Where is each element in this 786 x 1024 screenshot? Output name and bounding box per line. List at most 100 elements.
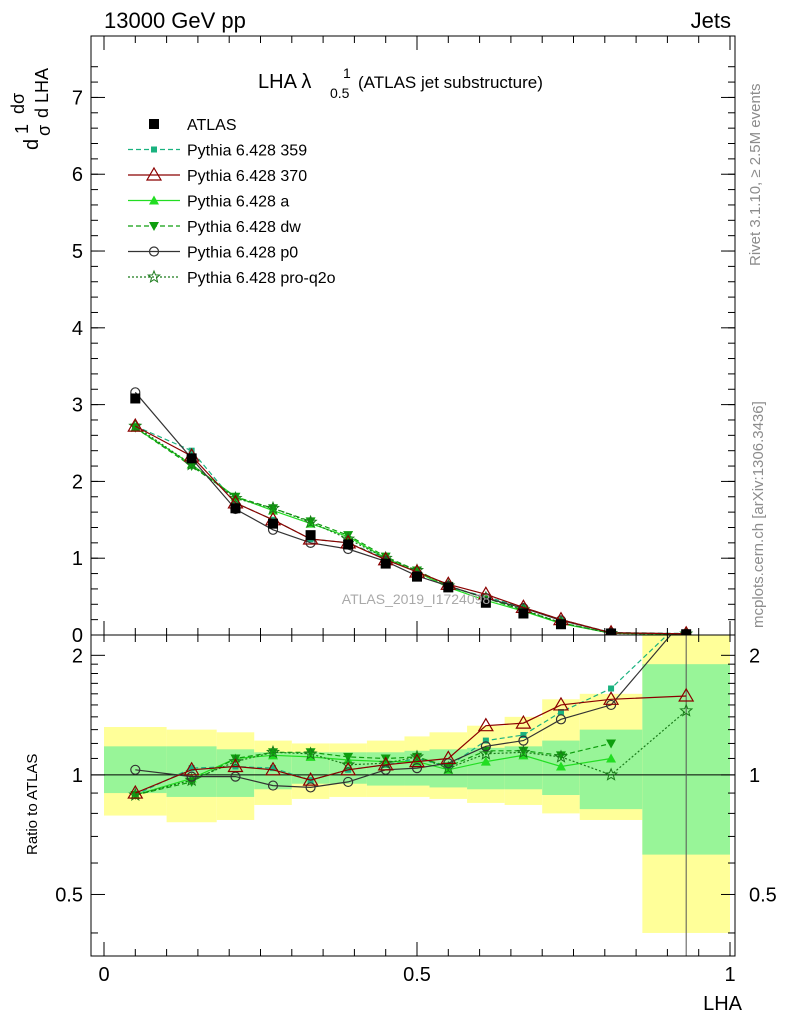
- ytick-label: 1: [72, 548, 83, 570]
- x-axis-label: LHA: [703, 993, 743, 1015]
- ratio-ytick-label-right: 2: [749, 645, 760, 667]
- ratio-point-p370: [227, 758, 244, 773]
- ratio-point-p359: [520, 732, 527, 739]
- ratio-point-pdw: [555, 751, 566, 761]
- ratio-point-pp0: [682, 612, 691, 621]
- legend-marker-p359: [151, 146, 157, 153]
- point-atlas: [380, 558, 391, 569]
- legend-marker-pp0: [148, 246, 160, 257]
- legend-label-atlas: ATLAS: [187, 117, 237, 134]
- ytick-label: 2: [72, 471, 83, 493]
- ratio-curves: [127, 612, 695, 802]
- point-atlas: [268, 518, 279, 529]
- ratio-point-pp0: [230, 771, 241, 782]
- point-p370: [127, 417, 144, 432]
- ratio-point-pdw: [606, 739, 617, 749]
- ratio-point-pa: [480, 756, 491, 766]
- point-atlas: [480, 597, 491, 608]
- legend-label-p370: Pythia 6.428 370: [187, 168, 307, 185]
- point-pq2o: [128, 418, 143, 433]
- main-panel: 0 1 2 3 4 5 6 7: [72, 35, 736, 647]
- ratio-point-p370: [515, 714, 532, 729]
- mcplots-label: mcplots.cern.ch [arXiv:1306.3436]: [750, 401, 767, 628]
- ratio-panel: 0.5 0.51 12 20 0.5 1: [55, 612, 777, 986]
- ratio-point-pq2o: [441, 760, 456, 775]
- ratio-point-p359: [683, 614, 689, 620]
- ratio-point-pp0: [518, 735, 529, 746]
- ratio-point-pq2o: [303, 746, 318, 760]
- ratio-point-pp0: [480, 741, 491, 752]
- ratio-point-pq2o: [679, 703, 694, 717]
- ratio-point-pq2o: [341, 757, 356, 771]
- legend: ATLAS Pythia 6.428 359 Pythia 6.428 370 Pyt…: [128, 117, 336, 287]
- ratio-point-pq2o: [554, 749, 568, 763]
- ratio-ytick-label: 0.5: [55, 884, 83, 906]
- ratio-point-pp0: [305, 782, 316, 793]
- ratio-point-pq2o: [604, 767, 619, 781]
- main-title: LHA λ: [258, 71, 311, 93]
- ratio-point-pp0: [130, 764, 141, 775]
- ratio-ylabel: Ratio to ATLAS: [24, 754, 41, 855]
- main-ylabel: d 1 σ dσ d LHA: [8, 68, 54, 150]
- ratio-point-p370: [302, 771, 319, 786]
- ratio-point-p370: [408, 753, 426, 768]
- ratio-point-pp0: [186, 771, 197, 782]
- title-rest: (ATLAS jet substructure): [358, 73, 543, 92]
- ratio-point-p359: [557, 708, 564, 715]
- title-subscript: 0.5: [330, 85, 350, 101]
- ytick-label: 6: [72, 164, 83, 186]
- legend-marker-p370: [145, 166, 163, 181]
- ratio-point-pq2o: [516, 744, 531, 759]
- legend-marker-pa: [149, 195, 159, 205]
- ratio-point-p359: [608, 685, 615, 692]
- ratio-frame: [90, 634, 736, 957]
- point-atlas: [606, 628, 617, 635]
- point-atlas: [443, 582, 454, 593]
- ratio-point-p359: [188, 765, 195, 772]
- ratio-point-pdw: [305, 748, 316, 758]
- ratio-point-p370: [552, 696, 570, 711]
- ytick-label: 3: [72, 395, 83, 417]
- ratio-point-p359: [482, 737, 489, 744]
- ratio-point-p359: [270, 765, 277, 772]
- ylabel-one: 1: [12, 124, 32, 134]
- ratio-line-pp0: [135, 635, 672, 789]
- ytick-label: 4: [72, 318, 83, 340]
- xtick-label: 0.5: [403, 964, 431, 986]
- ratio-point-p370: [127, 784, 144, 799]
- point-atlas: [230, 503, 241, 514]
- ylabel-dlha: d LHA: [32, 68, 52, 118]
- ratio-point-pp0: [267, 780, 279, 791]
- point-atlas: [130, 393, 141, 404]
- ratio-point-pp0: [343, 776, 354, 788]
- main-curves: [127, 387, 694, 635]
- ratio-point-pp0: [555, 714, 567, 725]
- point-pq2o: [266, 500, 280, 515]
- point-atlas: [186, 453, 197, 464]
- ratio-point-pdw: [443, 762, 454, 772]
- legend-label-p359: Pythia 6.428 359: [187, 143, 307, 160]
- ratio-point-pa: [606, 753, 617, 763]
- series-line-pp0: [134, 391, 687, 635]
- ratio-point-p370: [377, 756, 394, 771]
- ratio-point-pq2o: [266, 744, 280, 759]
- legend-label-pp0: Pythia 6.428 p0: [187, 245, 298, 262]
- rivet-version-label: Rivet 3.1.10, ≥ 2.5M events: [747, 84, 764, 267]
- process-label: Jets: [691, 8, 731, 33]
- ratio-ytick-label-right: 0.5: [749, 884, 777, 906]
- ratio-point-pdw: [518, 746, 529, 756]
- ratio-point-p370: [603, 691, 620, 705]
- ratio-point-pp0: [605, 699, 617, 711]
- point-pq2o: [228, 490, 243, 505]
- legend-marker-atlas: [149, 119, 159, 129]
- point-p359: [188, 447, 195, 454]
- ratio-point-p370: [340, 761, 357, 776]
- ratio-point-pq2o: [478, 746, 493, 760]
- ratio-point-pq2o: [410, 749, 424, 763]
- ratio-ytick-label: 1: [72, 765, 83, 787]
- ratio-ytick-label-right: 1: [749, 765, 760, 787]
- ratio-point-p370: [440, 750, 457, 765]
- legend-label-pdw: Pythia 6.428 dw: [187, 219, 301, 236]
- xtick-label: 1: [724, 964, 735, 986]
